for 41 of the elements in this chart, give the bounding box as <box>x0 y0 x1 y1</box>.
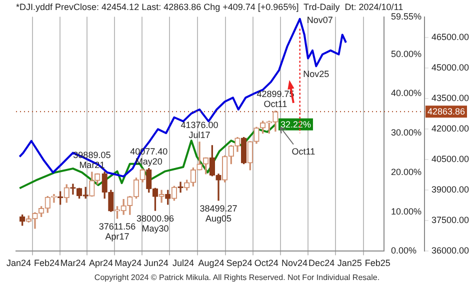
text: Copyright 2024 © Patrick Mikula. All Rights Reserved. Not For Individual Resale. <box>93 272 381 283</box>
y2-tick-label: 42000.00 <box>431 124 470 134</box>
chart-title: *DJI.yddf PrevClose: 42454.12 Last: 42863.86 Chg +409.74 [+0.965%] Trd-Daily Dt: 2024/10/11 <box>16 2 404 12</box>
x-tick-label: Aug24 <box>198 258 224 268</box>
x-tick-label: Sep24 <box>226 258 252 268</box>
x-tick-label: Apr24 <box>88 258 113 268</box>
x-tick-label: Feb25 <box>364 258 390 268</box>
x-tick-label: Nov24 <box>281 258 308 268</box>
y2-tick-label: 43500.00 <box>431 93 470 104</box>
y2-tick-label: 39000.00 <box>431 184 470 195</box>
text: 38499.27 Aug05 <box>200 203 238 224</box>
data-label: Nov25 <box>303 69 330 80</box>
y-tick-label: 10.00% <box>390 206 422 216</box>
y-tick-label: 0.00% <box>390 246 416 256</box>
text: 38000.96 May30 <box>136 214 174 234</box>
data-label: Nov07 <box>306 14 333 25</box>
x-tick-label: May24 <box>114 258 142 268</box>
y2-tick-label: 45000.00 <box>431 62 470 73</box>
x-tick-label: Feb24 <box>34 258 60 268</box>
y-tick-label: 50.00% <box>390 48 422 59</box>
x-tick-label: Dec24 <box>308 258 335 268</box>
y-tick-label: 20.00% <box>390 166 422 177</box>
y2-tick-label: 46500.00 <box>431 32 470 42</box>
x-tick-label: Jan24 <box>6 258 31 268</box>
y2-tick-label: 37500.00 <box>431 215 470 226</box>
x-tick-label: Mar24 <box>60 258 86 268</box>
x-tick-label: Jan25 <box>337 258 362 268</box>
x-tick-label: Jun24 <box>144 258 168 268</box>
data-label: 32.22% <box>280 119 311 130</box>
x-tick-label: Oct24 <box>254 258 278 268</box>
candlestick <box>70 184 76 195</box>
ref-line-label: 42863.86 <box>427 106 466 117</box>
y-tick-label: 59.55% <box>390 11 422 22</box>
y2-tick-label: 40500.00 <box>431 154 470 164</box>
y2-tick-label: 36000.00 <box>431 246 470 256</box>
text: 37611.56 Apr17 <box>98 221 136 242</box>
y-tick-label: 30.00% <box>390 128 422 138</box>
text: 41376.00 Jul17 <box>180 120 218 140</box>
annotation: Oct11 <box>292 146 316 156</box>
x-tick-label: Jul24 <box>172 258 194 268</box>
y-tick-label: 40.00% <box>390 88 422 98</box>
